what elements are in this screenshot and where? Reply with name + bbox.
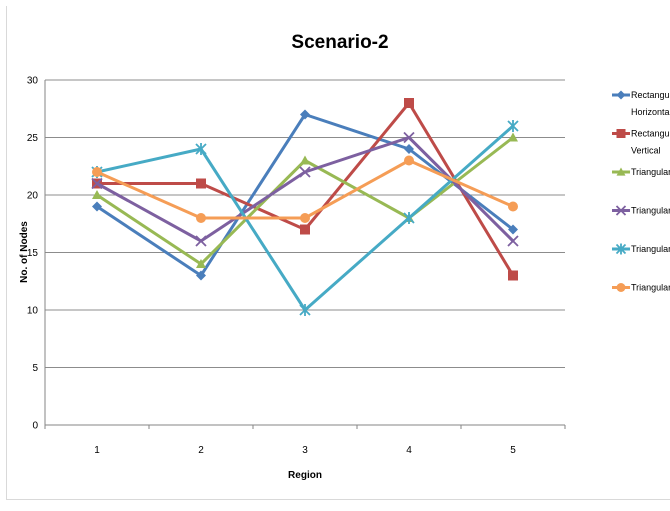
- x-tick-label: 1: [94, 445, 100, 456]
- legend-item: Rectangular Horizontal: [612, 90, 670, 117]
- legend: Rectangular Horizontal Rectangular Vertical…: [612, 90, 670, 293]
- data-point: [196, 259, 206, 268]
- y-tick-label: 0: [32, 421, 38, 432]
- x-tick-label: 4: [406, 445, 412, 456]
- data-point: [92, 190, 102, 199]
- data-point: [508, 201, 518, 212]
- y-tick-label: 15: [27, 248, 39, 259]
- data-point: [507, 120, 519, 132]
- x-tick-label: 5: [510, 445, 516, 456]
- data-point: [92, 201, 102, 212]
- data-point: [195, 143, 207, 155]
- legend-item: Triangular C: [612, 243, 670, 255]
- data-point: [195, 235, 207, 247]
- legend-label: Triangular B: [631, 206, 670, 216]
- legend-label: Triangular A: [631, 167, 670, 177]
- data-point: [508, 132, 518, 142]
- legend-label: Triangular D: [631, 283, 670, 293]
- data-point: [404, 155, 414, 166]
- y-tick-label: 25: [27, 133, 39, 144]
- data-point: [403, 212, 415, 224]
- legend-item: Triangular B: [612, 205, 670, 216]
- data-point: [299, 166, 311, 178]
- x-axis-label: Region: [288, 470, 322, 481]
- legend-label: Rectangular: [631, 129, 670, 139]
- legend-label: Triangular C: [631, 244, 670, 254]
- y-tick-label: 5: [32, 363, 38, 374]
- data-point: [299, 304, 311, 316]
- chart-title: Scenario-2: [291, 32, 388, 53]
- x-tick-labels: 1 2 3 4 5: [94, 445, 516, 456]
- data-point: [196, 178, 206, 189]
- data-point: [404, 144, 414, 154]
- data-point: [403, 131, 415, 144]
- y-tick-label: 30: [27, 76, 39, 87]
- data-point: [91, 177, 103, 190]
- legend-marker: [616, 129, 626, 138]
- legend-label: Vertical: [631, 146, 661, 156]
- frame-left-edge: [6, 6, 7, 500]
- x-tick-label: 2: [198, 445, 204, 456]
- data-point: [508, 224, 518, 235]
- legend-item: Rectangular Vertical: [612, 129, 670, 156]
- data-point: [196, 270, 206, 281]
- data-point: [404, 98, 414, 108]
- y-axis-label: No. of Nodes: [19, 221, 30, 283]
- legend-marker: [615, 205, 627, 216]
- legend-label: Horizontal: [631, 107, 670, 117]
- legend-item: Triangular D: [612, 283, 670, 293]
- series-lines: [91, 98, 519, 316]
- frame-bottom-edge: [6, 499, 670, 500]
- legend-label: Rectangular: [631, 90, 670, 100]
- legend-marker: [616, 90, 626, 100]
- y-tick-labels: 0 5 10 15 20 25 30: [27, 76, 39, 432]
- data-point: [92, 167, 102, 177]
- y-tick-label: 20: [27, 191, 39, 202]
- x-tick-label: 3: [302, 445, 308, 456]
- legend-marker: [616, 167, 626, 176]
- y-tick-label: 10: [27, 306, 39, 317]
- gridlines: [44, 79, 566, 429]
- data-point: [196, 213, 206, 223]
- legend-marker: [615, 243, 627, 255]
- legend-marker: [616, 283, 626, 292]
- legend-item: Triangular A: [612, 167, 670, 177]
- data-point: [300, 109, 310, 120]
- data-point: [300, 213, 310, 223]
- data-point: [300, 155, 310, 165]
- data-point: [507, 235, 519, 247]
- data-point: [508, 270, 518, 281]
- data-point: [300, 224, 310, 235]
